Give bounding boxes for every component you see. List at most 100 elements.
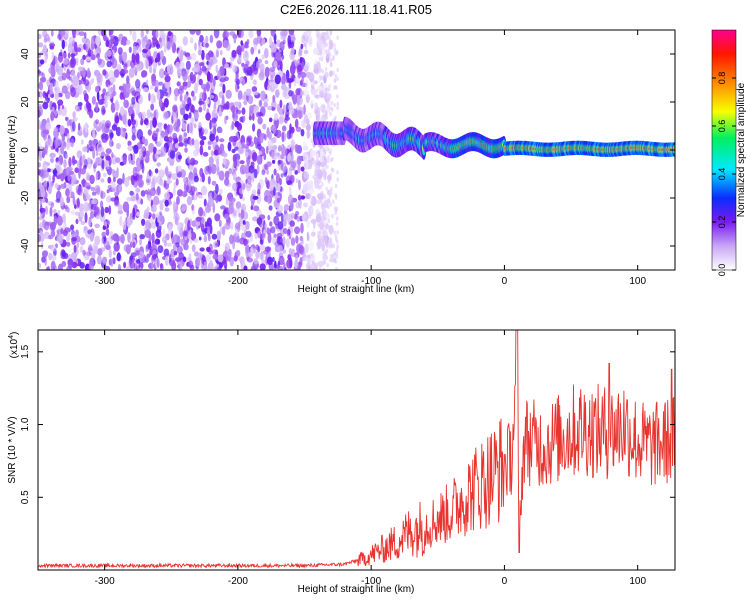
heatmap-cell — [142, 136, 146, 144]
heatmap-cell — [325, 186, 329, 192]
heatmap-cell — [223, 39, 229, 49]
heatmap-cell — [248, 165, 255, 174]
heatmap-cell — [203, 234, 208, 243]
heatmap-cell — [42, 101, 49, 110]
heatmap-cell — [322, 168, 325, 173]
heatmap-cell — [257, 182, 261, 193]
heatmap-cell — [143, 39, 150, 50]
y-tick-label: 40 — [20, 48, 31, 60]
heatmap-cell — [201, 136, 207, 141]
heatmap-cell — [162, 228, 166, 238]
heatmap-cell — [185, 103, 190, 112]
heatmap-cell — [311, 260, 315, 265]
heatmap-cell — [105, 40, 110, 48]
heatmap-cell — [282, 236, 286, 247]
heatmap-cell — [298, 47, 303, 56]
heatmap-cell — [122, 201, 130, 213]
heatmap-cell — [324, 236, 328, 242]
heatmap-cell — [94, 223, 100, 229]
heatmap-cell — [112, 84, 116, 93]
heatmap-cell — [247, 95, 254, 105]
heatmap-cell — [225, 115, 229, 121]
heatmap-cell — [278, 106, 283, 115]
heatmap-cell — [280, 60, 283, 72]
heatmap-cell — [240, 40, 243, 46]
heatmap-cell — [188, 138, 192, 146]
heatmap-cell — [57, 209, 61, 216]
heatmap-cell — [191, 220, 198, 227]
heatmap-cell — [150, 180, 156, 191]
heatmap-cell — [334, 115, 337, 121]
heatmap-cell — [243, 100, 248, 106]
heatmap-cell — [303, 104, 306, 115]
heatmap-cell — [302, 89, 309, 97]
heatmap-cell — [68, 157, 72, 168]
heatmap-cell — [83, 187, 88, 195]
heatmap-cell — [135, 45, 140, 54]
heatmap-cell — [162, 91, 169, 97]
heatmap-cell — [287, 35, 292, 45]
heatmap-cell — [189, 164, 194, 172]
heatmap-cell — [179, 51, 183, 62]
heatmap-cell — [129, 254, 134, 261]
heatmap-cell — [329, 238, 333, 243]
heatmap-cell — [116, 167, 119, 178]
heatmap-cell — [322, 221, 326, 226]
heatmap-cell — [328, 40, 332, 45]
heatmap-cell — [84, 182, 91, 187]
heatmap-cell — [222, 83, 226, 94]
heatmap-cell — [334, 183, 338, 189]
heatmap-cell — [218, 219, 222, 228]
heatmap-cell — [184, 147, 188, 153]
heatmap-cell — [79, 168, 86, 175]
heatmap-cell — [197, 121, 202, 129]
snr-plot-frame — [37, 329, 676, 571]
heatmap-cell — [199, 247, 205, 252]
heatmap-cell — [197, 194, 203, 199]
x-tick-label: 100 — [629, 576, 646, 587]
heatmap-cell — [39, 212, 43, 219]
heatmap-cell — [215, 64, 219, 73]
heatmap-cell — [175, 61, 181, 70]
heatmap-cell — [130, 195, 137, 202]
heatmap-cell — [182, 70, 188, 82]
heatmap-cell — [169, 160, 174, 166]
heatmap-cell — [147, 129, 152, 136]
heatmap-cell — [78, 122, 81, 131]
heatmap-cell — [267, 195, 271, 205]
heatmap-cell — [70, 53, 75, 58]
heatmap-cell — [306, 129, 310, 139]
heatmap-cell — [74, 204, 77, 209]
heatmap-cell — [192, 95, 197, 101]
heatmap-cell — [102, 256, 108, 264]
heatmap-cell — [97, 248, 103, 256]
heatmap-cell — [160, 263, 163, 269]
heatmap-cell — [225, 31, 230, 37]
heatmap-cell — [277, 221, 284, 230]
heatmap-cell — [82, 249, 86, 256]
heatmap-cell — [178, 142, 184, 147]
heatmap-cell — [44, 251, 49, 256]
heatmap-cell — [189, 30, 196, 35]
heatmap-cell — [287, 194, 294, 206]
heatmap-cell — [307, 35, 313, 46]
heatmap-cell — [38, 42, 44, 48]
heatmap-cell — [321, 114, 325, 119]
heatmap-cell — [254, 105, 260, 112]
heatmap-cell — [53, 127, 59, 132]
heatmap-cell — [252, 123, 256, 132]
heatmap-cell — [318, 74, 321, 83]
heatmap-cell — [48, 252, 53, 261]
heatmap-cell — [262, 123, 267, 130]
heatmap-cell — [39, 230, 43, 237]
heatmap-cell — [269, 67, 276, 72]
heatmap-cell — [300, 195, 306, 200]
heatmap-cell — [97, 99, 104, 105]
heatmap-cell — [89, 140, 95, 151]
heatmap-cell — [133, 204, 138, 211]
heatmap-cell — [300, 43, 304, 50]
heatmap-cell — [305, 123, 311, 132]
heatmap-cell — [66, 241, 71, 247]
heatmap-cell — [113, 36, 119, 47]
heatmap-cell — [203, 261, 208, 266]
